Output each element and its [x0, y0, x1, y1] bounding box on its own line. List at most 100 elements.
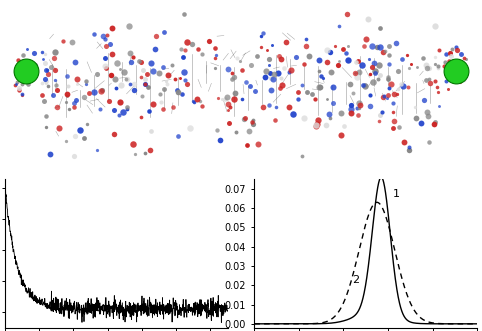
Point: [211, 55, 219, 61]
Point: [228, 76, 236, 81]
Point: [198, 51, 205, 56]
Point: [115, 113, 123, 118]
Point: [317, 74, 325, 79]
Point: [83, 121, 91, 126]
Point: [383, 95, 391, 100]
Point: [105, 98, 113, 104]
Point: [70, 100, 78, 105]
Point: [240, 117, 248, 122]
Point: [314, 118, 322, 123]
Point: [131, 151, 139, 157]
Point: [24, 81, 31, 87]
Point: [103, 32, 111, 37]
Point: [101, 63, 109, 68]
Point: [181, 48, 189, 53]
Point: [335, 23, 343, 28]
Point: [149, 69, 157, 74]
Point: [245, 128, 253, 134]
Point: [55, 126, 63, 131]
Point: [186, 125, 194, 131]
Point: [315, 58, 322, 63]
Point: [353, 105, 361, 111]
Point: [152, 33, 160, 38]
Point: [270, 71, 278, 76]
Point: [211, 65, 219, 70]
Point: [174, 133, 182, 139]
Point: [287, 68, 295, 73]
Point: [425, 139, 433, 145]
Point: [460, 56, 468, 61]
Point: [50, 55, 57, 60]
Point: [358, 63, 366, 68]
Point: [356, 103, 363, 108]
Point: [434, 66, 442, 71]
Point: [80, 135, 87, 141]
Point: [414, 65, 421, 70]
Point: [285, 104, 293, 109]
Point: [117, 99, 124, 104]
Point: [148, 101, 156, 106]
Point: [218, 96, 226, 101]
Point: [163, 81, 171, 86]
Point: [355, 101, 362, 106]
Point: [42, 125, 50, 130]
Point: [194, 46, 202, 51]
Point: [390, 118, 398, 124]
Point: [253, 53, 260, 59]
Point: [107, 72, 115, 78]
Point: [160, 87, 168, 92]
Point: [378, 109, 386, 115]
Point: [426, 80, 434, 85]
Point: [46, 151, 54, 156]
Point: [141, 76, 149, 82]
Point: [249, 118, 256, 123]
Point: [113, 61, 121, 66]
Point: [268, 43, 276, 48]
Point: [27, 59, 34, 64]
Point: [451, 60, 458, 65]
Point: [404, 84, 412, 90]
Point: [323, 60, 331, 65]
Point: [389, 109, 397, 115]
Point: [257, 33, 265, 39]
Point: [389, 125, 397, 130]
Point: [355, 106, 363, 111]
Point: [298, 153, 306, 159]
Point: [13, 79, 21, 84]
Point: [146, 148, 154, 153]
Text: 2: 2: [352, 275, 360, 285]
Point: [337, 132, 345, 137]
Point: [451, 70, 458, 75]
Point: [73, 81, 81, 86]
Point: [374, 76, 382, 81]
Point: [340, 123, 348, 129]
Point: [262, 69, 270, 74]
Point: [180, 70, 187, 75]
Point: [315, 84, 322, 89]
Point: [365, 57, 373, 62]
Point: [64, 83, 72, 88]
Point: [160, 65, 167, 70]
Point: [190, 100, 198, 105]
Point: [354, 112, 362, 117]
Point: [308, 91, 316, 96]
Point: [417, 121, 425, 126]
Point: [272, 105, 280, 110]
Point: [230, 74, 238, 80]
Point: [328, 69, 336, 74]
Point: [368, 64, 376, 69]
Point: [262, 74, 269, 80]
Point: [247, 62, 254, 67]
Point: [347, 107, 354, 112]
Point: [66, 106, 73, 111]
Point: [457, 74, 465, 80]
Point: [384, 74, 391, 79]
Point: [82, 78, 90, 83]
Point: [266, 102, 273, 108]
Point: [265, 56, 273, 61]
Point: [454, 60, 461, 66]
Point: [230, 96, 238, 102]
Point: [63, 92, 70, 97]
Point: [300, 116, 308, 121]
Point: [276, 85, 284, 91]
